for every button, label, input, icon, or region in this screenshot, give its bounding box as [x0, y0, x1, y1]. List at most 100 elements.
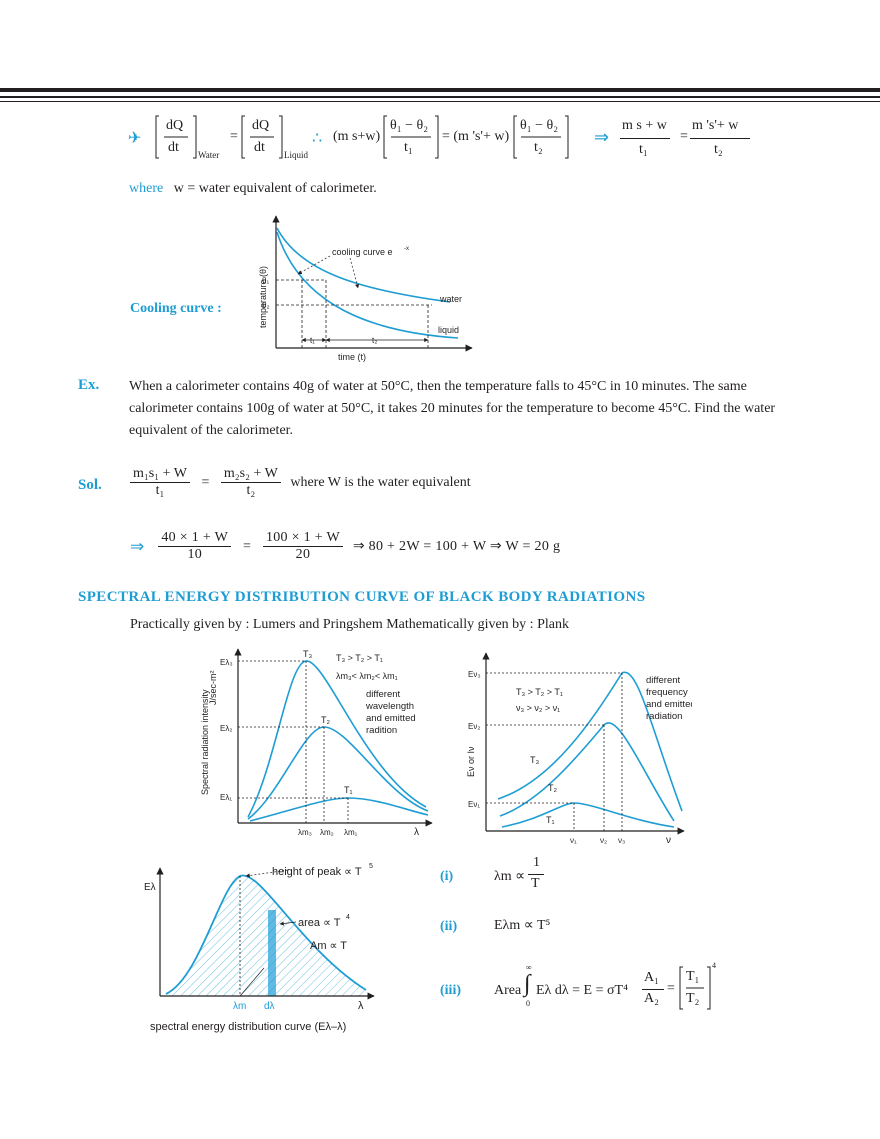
law-iii-text: Eλ dλ = E = σT⁴ — [536, 983, 628, 998]
svg-text:Am ∝ T: Am ∝ T — [310, 940, 347, 952]
liquid-label: liquid — [438, 325, 459, 335]
water-label: water — [439, 294, 462, 304]
where-line: where w = water equivalent of calorimete… — [129, 181, 377, 197]
cooling-xlabel: time (t) — [338, 352, 366, 362]
implies-1: ⇒ — [594, 127, 610, 147]
law-i-den: T — [531, 876, 540, 891]
spectral-curve — [165, 874, 367, 995]
law-iii-t1: T₁ — [686, 969, 700, 984]
sub-liquid: Liquid — [284, 150, 308, 160]
svg-text:Eν or Iν: Eν or Iν — [466, 746, 476, 777]
svg-text:T₁: T₁ — [546, 815, 555, 825]
svg-text:4: 4 — [346, 914, 350, 921]
theta-diff-1: θ₁ − θ₂ — [390, 118, 429, 133]
law-iii-int-top: ∞ — [526, 963, 532, 972]
svg-text:Eλ₁: Eλ₁ — [220, 793, 232, 802]
law-iii-exp: 4 — [712, 961, 716, 970]
t1-den: t₁ — [404, 140, 413, 155]
cooling-ylabel: temperature (θ) — [258, 266, 268, 328]
svg-text:T₂: T₂ — [321, 715, 330, 725]
svg-text:ν₃ > ν₂ > ν₁: ν₃ > ν₂ > ν₁ — [516, 703, 560, 713]
dt-liquid: dt — [254, 140, 265, 155]
bracket-water — [155, 115, 197, 159]
cooling-graph: cooling curve e -x θ₁ θ₂ water liquid t₁… — [258, 215, 473, 362]
svg-text:wavelength: wavelength — [365, 701, 414, 712]
curve-T1 — [249, 797, 429, 822]
sol-eq-2: = — [242, 538, 252, 554]
law-ii-label: (ii) — [440, 919, 458, 934]
svg-text:ν₂: ν₂ — [600, 836, 607, 845]
law-iii-bracket — [679, 966, 711, 1010]
frac-num-1: m s + w — [622, 118, 667, 133]
svg-text:T₂: T₂ — [548, 783, 557, 793]
graph-nu: Eν₃ Eν₂ Eν₁ T₃ > T₂ > T₁ ν₃ > ν₂ > ν₁ di… — [466, 652, 692, 846]
svg-text:radiation: radiation — [646, 711, 682, 722]
lhs-factor: (m s+w) — [333, 129, 381, 144]
practically-line: Practically given by : Lumers and Prings… — [130, 617, 569, 632]
cooling-curve-exp: -x — [404, 246, 409, 252]
svg-text:different: different — [646, 675, 681, 686]
sol-where: where W is the water equivalent — [290, 474, 471, 490]
svg-text:and emitted: and emitted — [366, 713, 416, 724]
therefore-symbol: ∴ — [312, 130, 323, 147]
law-iii-label: (iii) — [440, 983, 461, 998]
top-rule-thick — [0, 88, 880, 92]
sub-water: Water — [198, 150, 220, 160]
dq-water: dQ — [166, 118, 184, 133]
eq-1: = — [230, 129, 238, 144]
curve-nu-T2 — [499, 722, 675, 822]
svg-text:T₃ > T₂ > T₁: T₃ > T₂ > T₁ — [336, 653, 383, 663]
svg-text:λm₃< λm₂< λm₁: λm₃< λm₂< λm₁ — [336, 671, 398, 681]
law-iii-bar-a — [642, 989, 664, 990]
curve-nu-T1 — [501, 802, 675, 828]
graph-lambda: Eλ₃ Eλ₂ Eλ₁ T₃ T₂ T₁ T₃ > T₂ > T₁ λm₃< λ… — [200, 648, 433, 838]
svg-text:dλ: dλ — [264, 1001, 275, 1012]
frac-bar-1 — [620, 138, 670, 139]
svg-text:spectral energy distribution c: spectral energy distribution curve (Eλ–λ… — [150, 1021, 346, 1033]
theta1-label: θ₁ — [262, 276, 269, 285]
t1-label: t₁ — [310, 336, 315, 345]
svg-text:T₁: T₁ — [344, 785, 353, 795]
dt-water: dt — [168, 140, 179, 155]
where-label: where — [129, 181, 164, 196]
cooling-curve-label: cooling curve e — [332, 247, 393, 257]
svg-text:Eλ₂: Eλ₂ — [220, 724, 232, 733]
svg-text:T₃ > T₂ > T₁: T₃ > T₂ > T₁ — [516, 687, 563, 697]
law-iii-integral: ∫ — [524, 971, 531, 997]
liquid-curve — [276, 231, 459, 339]
law-i-num: 1 — [533, 855, 540, 870]
svg-text:T₃: T₃ — [530, 755, 539, 765]
top-rule-mid — [0, 96, 880, 98]
svg-text:Eν₁: Eν₁ — [468, 800, 480, 809]
svg-text:and emitted: and emitted — [646, 699, 692, 710]
law-iii-eq: = — [667, 981, 675, 996]
graph-area: Eλ height of peak ∝ T 5 area ∝ T 4 Am ∝ … — [144, 863, 375, 1033]
top-rule-thin — [0, 101, 880, 102]
svg-text:J/sec-m²: J/sec-m² — [208, 671, 218, 706]
law-iii-t2: T₂ — [686, 991, 700, 1006]
svg-text:5: 5 — [369, 863, 373, 870]
bracket-liquid — [241, 115, 283, 159]
eq-2: = — [680, 129, 688, 144]
svg-text:λm: λm — [233, 1001, 246, 1012]
frac-den-2: t₂ — [714, 142, 723, 157]
frac-bar-2 — [690, 138, 750, 139]
sol-rest: ⇒ 80 + 2W = 100 + W ⇒ W = 20 g — [352, 539, 561, 554]
dq-liquid: dQ — [252, 118, 270, 133]
solution-label: Sol. — [78, 477, 102, 493]
svg-text:height of peak ∝ T: height of peak ∝ T — [272, 866, 362, 878]
svg-text:ν₃: ν₃ — [618, 836, 625, 845]
law-iii-area: Area — [494, 983, 522, 998]
cooling-label: Cooling curve : — [130, 301, 222, 316]
svg-text:Spectral radiation intensity: Spectral radiation intensity — [200, 689, 210, 795]
svg-text:λ: λ — [414, 827, 419, 838]
frac-den-1: t₁ — [639, 142, 648, 157]
svg-text:Eν₂: Eν₂ — [468, 722, 480, 731]
law-i-bar — [528, 874, 544, 875]
law-i-lhs: λm ∝ — [494, 869, 526, 884]
example-text: When a calorimeter contains 40g of water… — [129, 379, 776, 438]
sol-eq-1: = — [201, 474, 210, 490]
